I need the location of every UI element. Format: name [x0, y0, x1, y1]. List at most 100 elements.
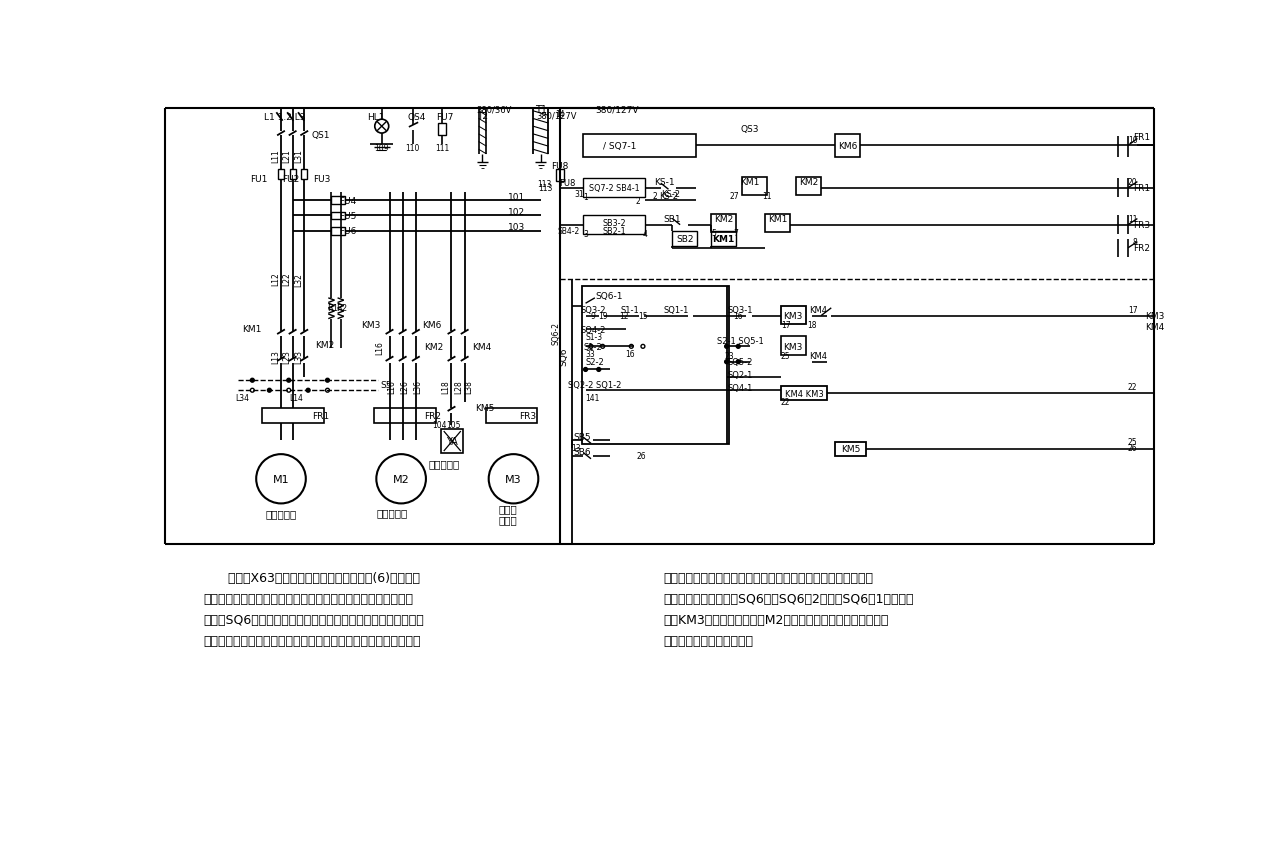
Circle shape [725, 345, 728, 349]
Text: FR1: FR1 [1134, 184, 1151, 193]
Text: 15: 15 [638, 311, 647, 321]
Text: L34: L34 [236, 394, 250, 403]
Text: FR3: FR3 [1134, 221, 1151, 230]
Text: SQ3-2: SQ3-2 [580, 305, 606, 315]
Text: KM4: KM4 [1145, 322, 1165, 332]
Text: FR3: FR3 [519, 412, 537, 421]
Text: SQ4-2: SQ4-2 [580, 326, 606, 334]
Text: 所示为X63型万能升降台铣床电气原理图(6)，图中粗
线表示进给变速冲动时的回路。此时的冲动控制由变速手柄与冲
动开关SQ6通过机械上的联动机械控制。其操作顺序: 所示为X63型万能升降台铣床电气原理图(6)，图中粗 线表示进给变速冲动时的回路… [203, 572, 425, 647]
Text: 快速电磁铁: 快速电磁铁 [429, 459, 459, 469]
Text: SB3-2: SB3-2 [602, 218, 625, 228]
Text: 16: 16 [734, 311, 743, 321]
Circle shape [268, 389, 272, 392]
Circle shape [326, 379, 329, 383]
Text: KS-1: KS-1 [654, 178, 674, 187]
Text: L26: L26 [400, 380, 409, 394]
Bar [583, 135, 696, 158]
Text: R2: R2 [336, 303, 347, 312]
Text: KS-2: KS-2 [662, 190, 681, 199]
Text: SQ6-2: SQ6-2 [552, 322, 561, 345]
Text: L22: L22 [283, 272, 292, 286]
Text: 14: 14 [555, 109, 565, 119]
Text: KM5: KM5 [475, 404, 494, 413]
Bar [582, 287, 728, 444]
Text: S5: S5 [380, 381, 391, 390]
Text: 102: 102 [508, 208, 525, 217]
Text: SQ1-1: SQ1-1 [664, 305, 689, 315]
Text: L13: L13 [272, 349, 281, 363]
Text: L38: L38 [465, 380, 474, 394]
Text: L21: L21 [283, 149, 292, 163]
Text: SQ4-1: SQ4-1 [728, 384, 753, 393]
Text: SQ6-1: SQ6-1 [595, 292, 623, 300]
Text: 18: 18 [807, 321, 817, 330]
Text: FR1: FR1 [311, 412, 329, 421]
Text: 19: 19 [598, 311, 607, 321]
Circle shape [597, 368, 601, 372]
Text: 冷却泵: 冷却泵 [498, 503, 517, 514]
Text: YA: YA [447, 437, 458, 446]
Text: KM2: KM2 [315, 341, 335, 350]
Text: L14: L14 [290, 394, 304, 403]
Text: FU7: FU7 [436, 113, 454, 122]
Text: QS1: QS1 [311, 131, 329, 140]
Text: 10: 10 [1127, 136, 1138, 145]
Text: L31: L31 [295, 149, 304, 163]
Bar [278, 170, 284, 180]
Text: KM4: KM4 [472, 342, 492, 351]
Text: M3: M3 [506, 474, 521, 485]
Circle shape [583, 368, 587, 372]
Text: KM1: KM1 [768, 215, 788, 223]
Text: 5: 5 [712, 229, 716, 238]
Circle shape [725, 360, 728, 364]
Text: 380/127V: 380/127V [535, 112, 577, 120]
Text: 26: 26 [637, 451, 646, 461]
Bar [583, 179, 645, 198]
Text: 2: 2 [653, 192, 658, 200]
Text: SQ3-1: SQ3-1 [728, 305, 753, 315]
Bar [331, 212, 345, 220]
Text: S1-2: S1-2 [584, 342, 602, 351]
Circle shape [306, 389, 310, 392]
Text: SQ5-2: SQ5-2 [728, 357, 753, 367]
Text: L16: L16 [376, 340, 385, 355]
Text: FU8: FU8 [560, 178, 577, 188]
Text: L18: L18 [441, 380, 449, 394]
Bar [797, 177, 821, 196]
Text: KM1: KM1 [740, 178, 759, 187]
Text: SQ6: SQ6 [560, 347, 569, 365]
Text: FR1: FR1 [1134, 132, 1151, 142]
Text: 1: 1 [583, 194, 588, 202]
Text: 7: 7 [734, 229, 739, 238]
Text: SB4-2: SB4-2 [557, 227, 579, 236]
Text: R1: R1 [327, 303, 338, 312]
Text: L1 1.2 L3: L1 1.2 L3 [264, 113, 305, 122]
Bar [781, 306, 806, 325]
Text: 22: 22 [1127, 382, 1138, 392]
Text: T2: T2 [477, 112, 488, 120]
Text: 8: 8 [1133, 238, 1138, 247]
Text: KM4: KM4 [810, 305, 828, 315]
Bar [331, 197, 345, 205]
Text: 进给电动机: 进给电动机 [376, 508, 408, 517]
Bar [261, 409, 323, 424]
Text: KM6: KM6 [422, 321, 441, 330]
Text: 22: 22 [781, 397, 790, 407]
Text: M1: M1 [273, 474, 290, 485]
Text: KM3: KM3 [1145, 311, 1165, 321]
Circle shape [251, 379, 255, 383]
Text: L11: L11 [272, 149, 281, 163]
Text: 111: 111 [435, 144, 449, 153]
Text: KM6: KM6 [838, 142, 857, 151]
Text: 113: 113 [537, 180, 551, 189]
Text: T1: T1 [534, 105, 547, 115]
Text: 105: 105 [447, 421, 461, 430]
Circle shape [736, 360, 740, 364]
Text: FR2: FR2 [1134, 244, 1151, 253]
Text: 33: 33 [586, 350, 596, 358]
Text: KM1: KM1 [713, 235, 735, 244]
Text: SB1: SB1 [664, 215, 681, 223]
Text: KM3: KM3 [360, 321, 380, 330]
Text: 110: 110 [405, 144, 420, 153]
Text: 电动机: 电动机 [498, 514, 517, 525]
